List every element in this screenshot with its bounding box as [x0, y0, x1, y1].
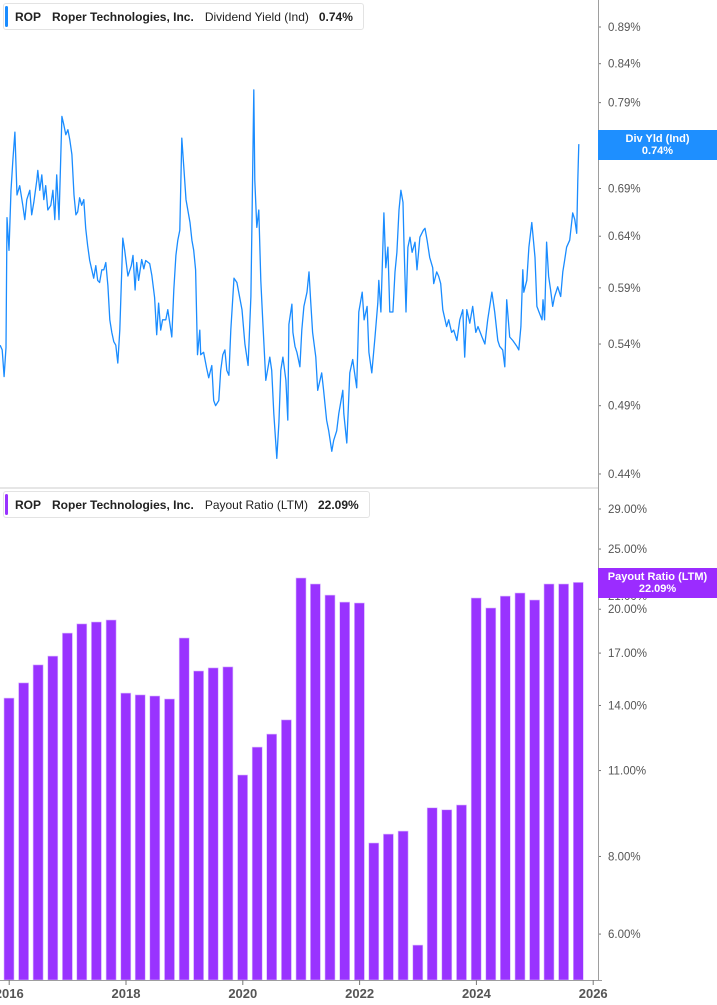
- tag-value: 0.74%: [641, 145, 674, 157]
- payout-ratio-bar: [572, 582, 584, 981]
- y-tick-label: 0.69%: [608, 183, 641, 195]
- company-name: Roper Technologies, Inc.: [52, 9, 194, 24]
- payout-ratio-bar: [499, 595, 511, 981]
- y-tick-label: 8.00%: [608, 851, 641, 863]
- payout-ratio-bar: [529, 599, 540, 981]
- x-tick-label: 2022: [345, 986, 374, 1001]
- payout-ratio-bar: [178, 637, 190, 981]
- series-color-marker: [5, 494, 8, 515]
- y-tick-label: 0.89%: [608, 22, 641, 34]
- payout-ratio-bar: [456, 804, 467, 981]
- x-tick-label: 2018: [112, 986, 141, 1001]
- series-color-marker: [5, 6, 8, 27]
- payout-ratio-bar: [251, 746, 263, 981]
- payout-ratio-bar: [324, 594, 336, 981]
- payout-ratio-bar: [193, 670, 204, 981]
- y-tick-label: 11.00%: [608, 766, 646, 778]
- y-tick-label: 0.84%: [608, 59, 641, 71]
- y-tick-label: 0.44%: [608, 469, 641, 481]
- y-tick-label: 0.54%: [608, 339, 641, 351]
- x-tick-label: 2024: [462, 986, 492, 1001]
- dividend-yield-line: [0, 89, 580, 459]
- payout-ratio-bar: [47, 655, 59, 981]
- x-tick-label: 2016: [0, 986, 24, 1001]
- y-tick-label: 25.00%: [608, 544, 647, 556]
- payout-ratio-bar: [32, 664, 44, 981]
- x-tick-label: 2020: [228, 986, 257, 1001]
- payout-ratio-bar: [222, 666, 234, 981]
- metric-name: Payout Ratio (LTM): [204, 497, 308, 512]
- payout-ratio-bar: [134, 694, 146, 981]
- payout-ratio-last-value-tag: Payout Ratio (LTM) 22.09%: [598, 568, 717, 598]
- payout-ratio-bar: [383, 833, 394, 981]
- y-tick-label: 14.00%: [608, 700, 647, 712]
- payout-ratio-bar: [164, 698, 175, 981]
- y-tick-label: 0.64%: [608, 231, 641, 243]
- dividend-yield-last-value-tag: Div Yld (Ind) 0.74%: [598, 130, 717, 160]
- payout-ratio-bar: [281, 719, 292, 981]
- company-name: Roper Technologies, Inc.: [52, 497, 194, 512]
- payout-ratio-bar: [470, 597, 482, 981]
- payout-ratio-bar: [62, 632, 73, 981]
- dividend-yield-legend: ROP Roper Technologies, Inc. Dividend Yi…: [3, 3, 364, 30]
- payout-ratio-legend: ROP Roper Technologies, Inc. Payout Rati…: [3, 491, 370, 518]
- dividend-yield-panel: 0.89%0.84%0.79%0.74%0.69%0.64%0.59%0.54%…: [0, 22, 641, 481]
- payout-ratio-bar: [3, 697, 15, 981]
- y-tick-label: 17.00%: [608, 648, 647, 660]
- payout-ratio-bar: [310, 583, 321, 981]
- payout-ratio-bar: [485, 607, 497, 981]
- payout-ratio-bar: [514, 592, 526, 981]
- payout-ratio-bar: [558, 583, 569, 981]
- metric-value: 22.09%: [317, 497, 359, 512]
- tag-label: Payout Ratio (LTM): [607, 571, 708, 583]
- payout-ratio-bar: [105, 619, 117, 981]
- payout-ratio-bar: [426, 807, 438, 981]
- tag-value: 22.09%: [638, 583, 677, 595]
- metric-value: 0.74%: [318, 9, 353, 24]
- x-axis: 2016 2018 2020 2022 2024 2026: [0, 980, 608, 1001]
- payout-ratio-bar: [149, 695, 161, 981]
- y-tick-label: 29.00%: [608, 504, 647, 516]
- payout-ratio-bar: [207, 667, 219, 981]
- payout-ratio-bar: [441, 809, 453, 981]
- ticker: ROP: [15, 497, 42, 512]
- payout-ratio-bar: [354, 602, 365, 981]
- y-tick-label: 0.79%: [608, 98, 641, 110]
- metric-name: Dividend Yield (Ind): [204, 9, 309, 24]
- payout-ratio-bar: [339, 601, 351, 981]
- payout-ratio-bar: [120, 692, 132, 981]
- payout-ratio-bar: [266, 733, 278, 981]
- payout-ratio-bar: [368, 842, 380, 981]
- y-tick-label: 20.00%: [608, 604, 647, 616]
- payout-ratio-bar: [76, 623, 88, 981]
- tag-label: Div Yld (Ind): [625, 133, 690, 145]
- payout-ratio-panel: 29.00%25.00%21.00%20.00%17.00%14.00%11.0…: [3, 504, 647, 981]
- x-tick-label: 2026: [579, 986, 608, 1001]
- payout-ratio-bar: [18, 682, 29, 981]
- y-tick-label: 0.49%: [608, 401, 641, 413]
- payout-ratio-bar: [397, 830, 409, 981]
- payout-ratio-bar: [237, 774, 248, 981]
- payout-ratio-bar: [91, 621, 102, 981]
- payout-ratio-bar: [412, 944, 424, 981]
- y-tick-label: 0.59%: [608, 283, 641, 295]
- payout-ratio-bar: [543, 583, 555, 981]
- y-tick-label: 6.00%: [608, 929, 641, 941]
- payout-ratio-bar: [295, 577, 307, 981]
- ticker: ROP: [15, 9, 42, 24]
